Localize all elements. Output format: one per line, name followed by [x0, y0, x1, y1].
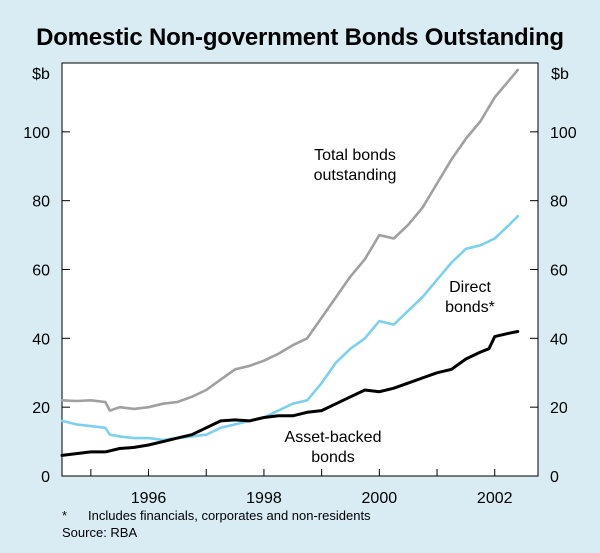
x-tick-label: 2002 — [477, 490, 513, 507]
y-tick-label-left: 20 — [32, 400, 50, 417]
y-tick-label-left: 80 — [32, 194, 50, 211]
annotation-total-line2: outstanding — [314, 167, 397, 184]
y-tick-label-left: 40 — [32, 331, 50, 348]
footnote-star: * — [62, 508, 68, 523]
series-total-bonds-line — [60, 68, 520, 412]
y-tick-label-right: 80 — [550, 194, 568, 211]
y-tick-label-right: 60 — [550, 263, 568, 280]
x-tick-label: 1996 — [131, 490, 167, 507]
annotation-total-line1: Total bonds — [314, 147, 396, 164]
y-tick-label-left: 100 — [23, 125, 50, 142]
series-asset-backed-line — [60, 330, 520, 457]
annotation-asset-line1: Asset-backed — [285, 429, 382, 446]
footnote: * Includes financials, corporates and non… — [62, 507, 371, 524]
axis-ticks: 0 0 20 20 40 40 60 60 80 80 100 100 1996 1998 2000 2002 — [23, 125, 577, 507]
x-tick-label: 1998 — [246, 490, 282, 507]
y-unit-right: $b — [551, 66, 569, 83]
source-note: Source: RBA — [62, 525, 138, 540]
y-unit-left: $b — [32, 66, 50, 83]
chart-notes: * Includes financials, corporates and non… — [62, 507, 371, 541]
annotation-asset: Asset-backed bonds — [285, 429, 382, 466]
annotation-direct-line2: bonds* — [445, 299, 495, 316]
y-tick-label-right: 0 — [550, 469, 559, 486]
y-tick-label-right: 40 — [550, 331, 568, 348]
series-group — [60, 68, 520, 457]
chart-title: Domestic Non-government Bonds Outstandin… — [36, 24, 564, 51]
x-tick-label: 2000 — [362, 490, 398, 507]
annotation-direct: Direct bonds* — [445, 279, 495, 316]
footnote-text: Includes financials, corporates and non-… — [88, 508, 371, 523]
annotation-asset-line2: bonds — [311, 449, 355, 466]
y-tick-label-right: 100 — [550, 125, 577, 142]
y-tick-label-right: 20 — [550, 400, 568, 417]
y-tick-label-left: 60 — [32, 263, 50, 280]
series-direct-bonds-line — [60, 214, 520, 442]
annotation-direct-line1: Direct — [449, 279, 491, 296]
y-tick-label-left: 0 — [41, 469, 50, 486]
annotation-total: Total bonds outstanding — [314, 147, 397, 184]
